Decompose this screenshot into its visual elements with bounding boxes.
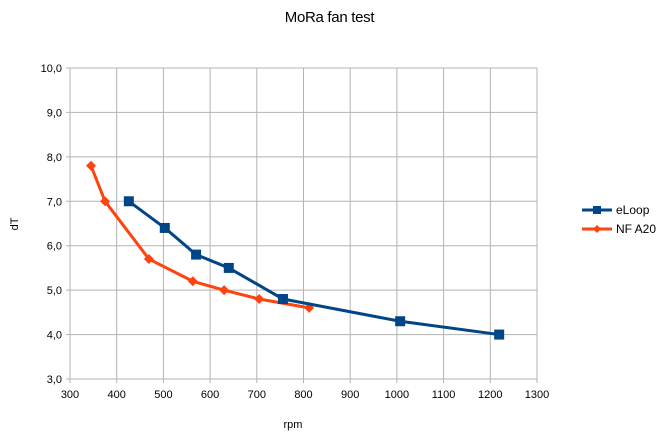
x-tick-label: 800: [294, 389, 312, 401]
x-tick-label: 1000: [385, 389, 409, 401]
y-axis-ticks: 3,0 4,0 5,0 6,0 7,0 8,0 9,0 10,0: [41, 63, 62, 386]
axes: [69, 68, 537, 380]
diamond-marker-icon: [593, 225, 601, 233]
diamond-marker-icon: [219, 285, 230, 296]
data-series: [86, 160, 505, 340]
y-tick-label: 10,0: [41, 63, 62, 75]
x-tick-label: 700: [248, 389, 266, 401]
square-marker-icon: [277, 294, 288, 305]
y-tick-label: 9,0: [47, 107, 62, 119]
y-tick-label: 3,0: [47, 374, 62, 386]
x-tick-label: 600: [201, 389, 219, 401]
legend-label: eLoop: [616, 203, 650, 217]
y-tick-label: 7,0: [47, 196, 62, 208]
x-tick-label: 500: [154, 389, 172, 401]
square-marker-icon: [223, 262, 234, 273]
square-marker-icon: [159, 222, 170, 233]
series-eloop: [123, 196, 505, 340]
square-marker-icon: [191, 249, 202, 260]
diamond-marker-icon: [254, 294, 265, 305]
legend-label: NF A20: [616, 222, 656, 236]
x-tick-label: 900: [341, 389, 359, 401]
diamond-marker-icon: [86, 160, 97, 171]
diamond-marker-icon: [100, 196, 111, 207]
y-tick-label: 4,0: [47, 330, 62, 342]
x-axis-ticks: 300 400 500 600 700 800 900 1000 1100 1200 1300: [61, 389, 549, 401]
square-marker-icon: [494, 329, 505, 340]
square-marker-icon: [395, 316, 406, 327]
x-tick-label: 300: [61, 389, 79, 401]
x-axis-label: rpm: [284, 419, 303, 431]
legend-item: NF A20: [582, 222, 656, 236]
y-tick-label: 6,0: [47, 241, 62, 253]
chart-title: MoRa fan test: [284, 9, 375, 26]
x-tick-label: 1100: [432, 389, 456, 401]
x-tick-label: 400: [108, 389, 126, 401]
diamond-marker-icon: [143, 254, 154, 265]
square-marker-icon: [593, 206, 601, 214]
series-nf-a20: [86, 160, 315, 313]
diamond-marker-icon: [187, 276, 198, 287]
gridlines: [66, 67, 538, 383]
legend: eLoop NF A20: [582, 203, 656, 236]
x-tick-label: 1200: [478, 389, 502, 401]
y-axis-label: dT: [9, 217, 21, 230]
x-tick-label: 1300: [525, 389, 549, 401]
y-tick-label: 8,0: [47, 152, 62, 164]
y-tick-label: 5,0: [47, 285, 62, 297]
square-marker-icon: [123, 196, 134, 207]
legend-item: eLoop: [582, 203, 650, 217]
